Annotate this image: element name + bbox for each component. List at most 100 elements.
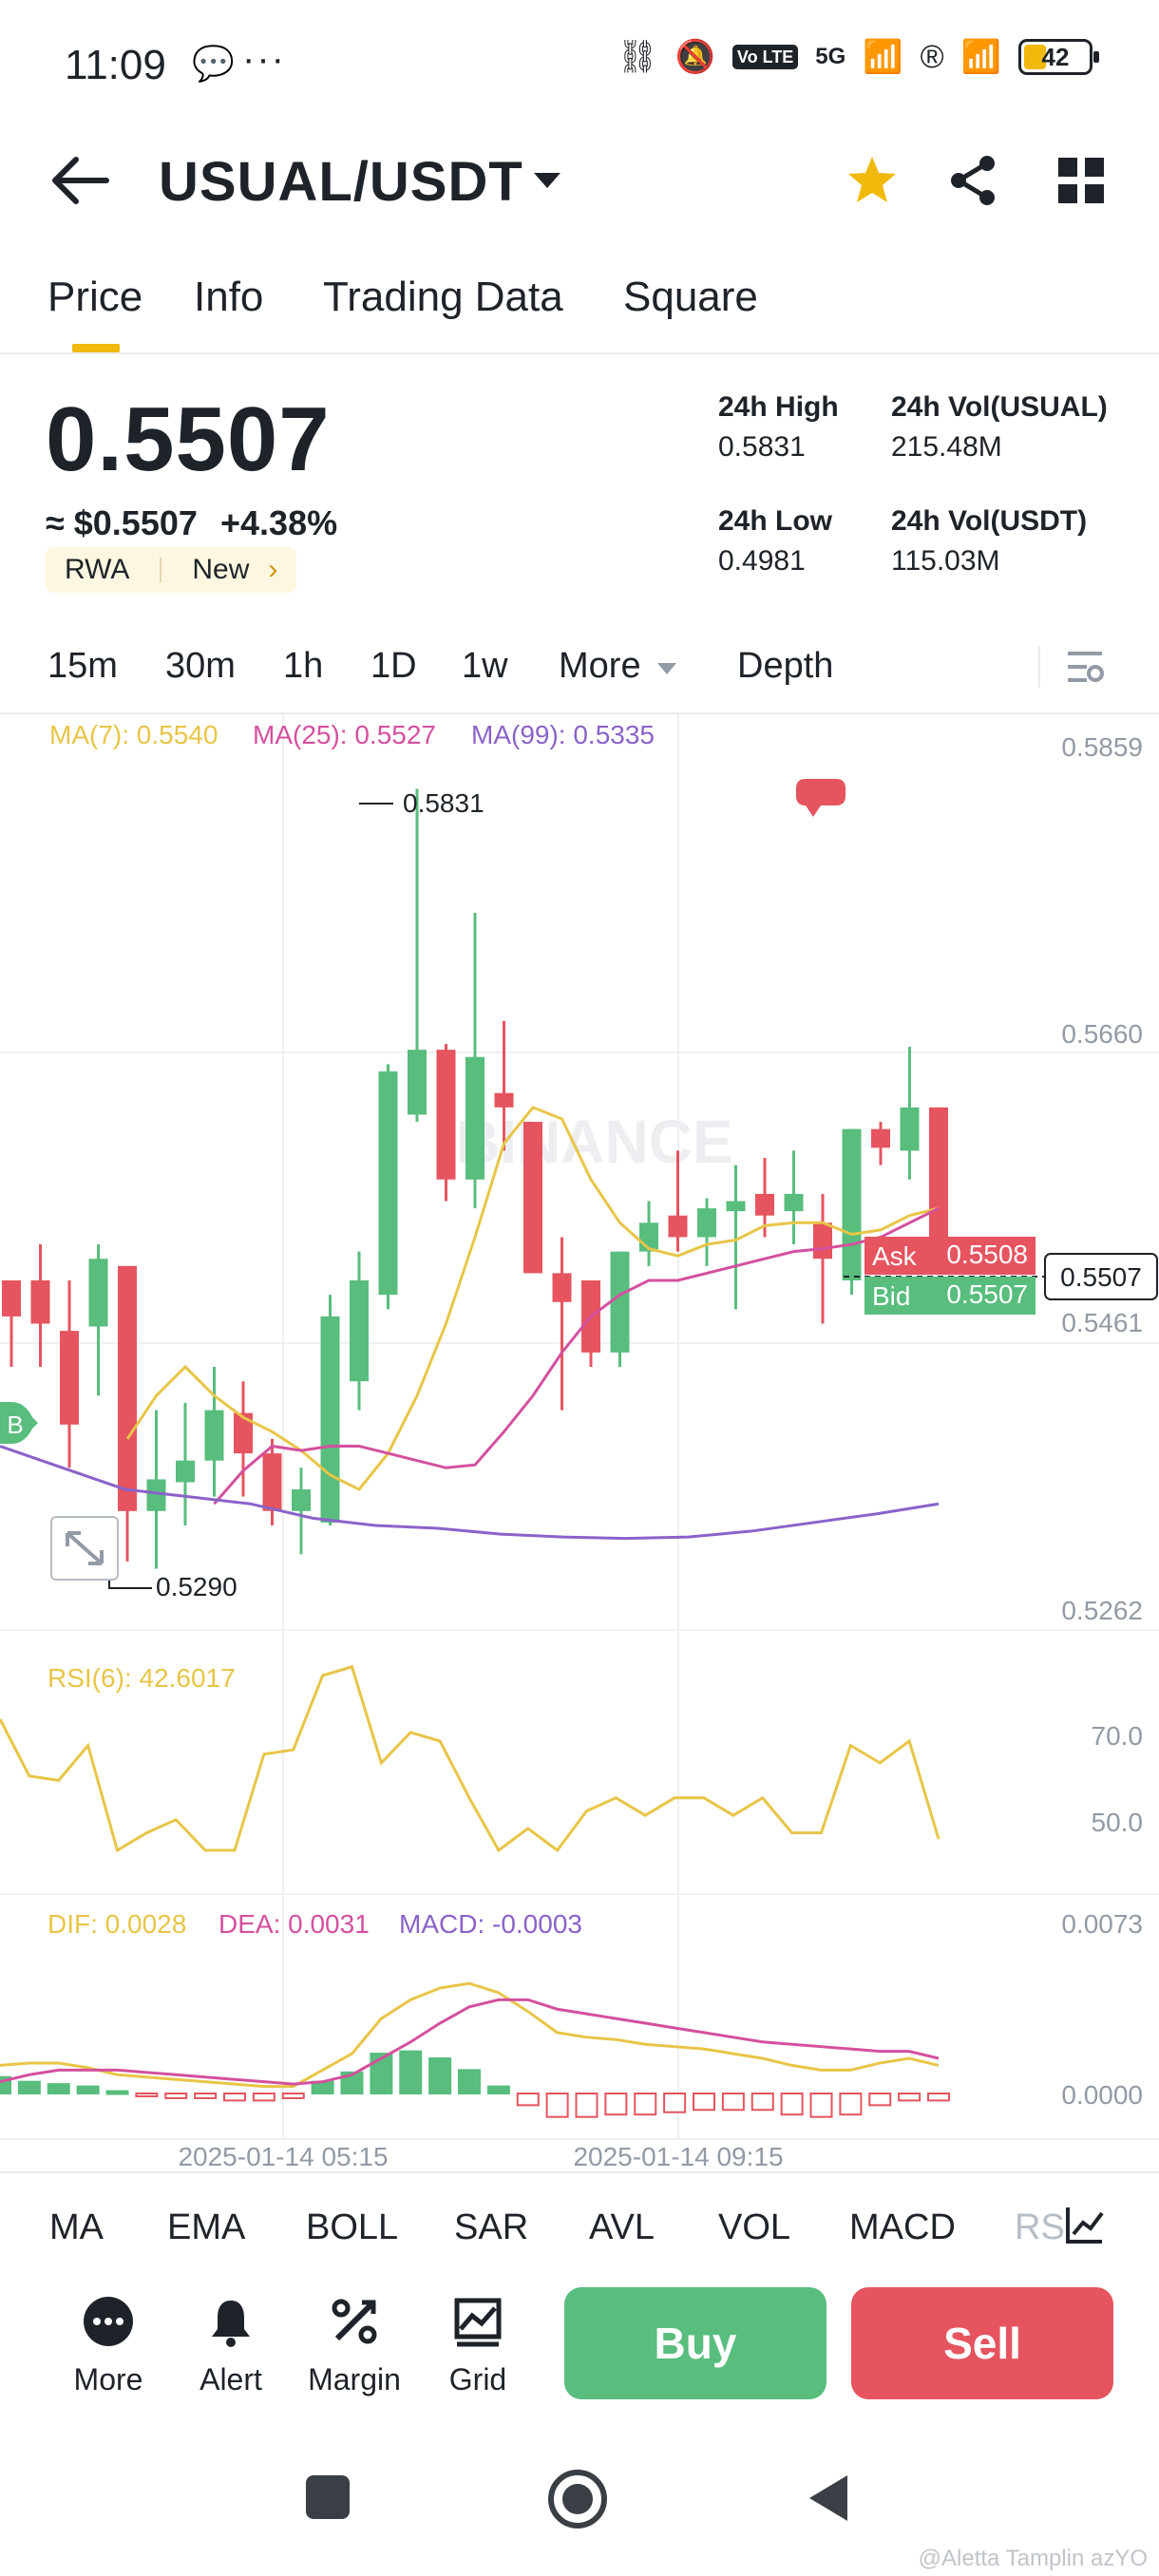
indicator-macd[interactable]: MACD (849, 2207, 956, 2247)
macd-bar (105, 2090, 129, 2095)
mute-bell-icon: 🔕 (674, 39, 715, 75)
grid-action[interactable]: Grid (421, 2295, 535, 2397)
indicator-settings-icon[interactable] (1062, 2202, 1108, 2247)
alert-action[interactable]: Alert (174, 2295, 288, 2397)
indicator-avl[interactable]: AVL (589, 2207, 656, 2247)
buy-button[interactable]: Buy (564, 2287, 826, 2399)
indicator-sar[interactable]: SAR (454, 2207, 529, 2247)
ma7-legend: MA(7): 0.5540 (49, 720, 218, 749)
macd-bar (721, 2093, 745, 2112)
stat-value: 0.5831 (718, 431, 806, 463)
ma25-line (213, 1206, 940, 1506)
rsi-axis-label: 50.0 (1092, 1808, 1144, 1837)
chart-watermark: BINANCE (456, 1108, 733, 1176)
ma25-legend: MA(25): 0.5527 (253, 720, 436, 749)
candle-body (552, 1273, 572, 1302)
candle-body (292, 1489, 311, 1511)
macd-bar (634, 2093, 657, 2116)
margin-action[interactable]: Margin (297, 2295, 411, 2397)
candle-body (494, 1092, 514, 1108)
indicator-bar: MA EMA BOLL SAR AVL VOL MACD RS (0, 2171, 1159, 2287)
interval-1h[interactable]: 1h (283, 646, 324, 686)
candle-body (350, 1279, 369, 1382)
indicator-rsi[interactable]: RS (1015, 2207, 1065, 2247)
candle-body (726, 1201, 746, 1212)
stat-24h-high: 24h High 0.5831 (718, 391, 839, 464)
macd-bar (223, 2093, 246, 2102)
candle-body (176, 1460, 195, 1483)
more-dots-icon (84, 2297, 133, 2346)
indicator-ema[interactable]: EMA (167, 2207, 246, 2247)
network-gen-label: 5G (815, 44, 846, 69)
caret-down-icon[interactable] (528, 161, 566, 199)
margin-percent-icon (332, 2299, 377, 2344)
price-axis-label: 0.5461 (1061, 1308, 1143, 1337)
tab-info[interactable]: Info (194, 274, 264, 320)
pair-title[interactable]: USUAL/USDT (159, 151, 523, 213)
indicator-boll[interactable]: BOLL (306, 2207, 399, 2247)
interval-15m[interactable]: 15m (48, 646, 118, 686)
stat-value: 115.03M (891, 545, 1000, 577)
macd-value-legend: MACD: -0.0003 (399, 1909, 582, 1939)
status-time: 11:09 (65, 42, 166, 88)
expand-chart-button[interactable] (50, 1516, 119, 1581)
indicator-vol[interactable]: VOL (718, 2207, 791, 2247)
macd-bar (663, 2093, 687, 2113)
indicator-ma[interactable]: MA (49, 2207, 104, 2247)
active-tab-indicator (72, 344, 120, 352)
chevron-right-icon: › (268, 554, 278, 585)
macd-bar (839, 2093, 863, 2116)
share-icon[interactable] (944, 152, 1001, 209)
time-axis-label: 2025-01-14 09:15 (573, 2142, 783, 2171)
more-action[interactable]: More (51, 2295, 165, 2397)
home-button[interactable] (546, 2468, 609, 2530)
interval-1w[interactable]: 1w (462, 646, 508, 686)
sell-marker: S (818, 1013, 836, 1043)
candle-body (320, 1316, 340, 1523)
macd-bar (340, 2071, 364, 2095)
macd-dif-legend: DIF: 0.0028 (48, 1909, 186, 1939)
tag-box[interactable]: RWA New › (46, 547, 297, 593)
status-icons: ⛓ 🔕 Vo LTE 5G 📶 ® 📶 42 (617, 38, 1099, 76)
macd-bar (575, 2093, 598, 2118)
rsi-layer (0, 1664, 940, 1853)
candle-body (30, 1279, 50, 1324)
tab-price[interactable]: Price (48, 274, 143, 320)
interval-more[interactable]: More (559, 646, 641, 686)
macd-dea-line (0, 1998, 940, 2086)
price-axis-label: 0.5660 (1061, 1019, 1143, 1049)
sell-button[interactable]: Sell (851, 2287, 1113, 2399)
watermark: @Aletta Tamplin azYO (918, 2546, 1148, 2571)
fiat-price: ≈ $0.5507 (46, 503, 198, 542)
back-arrow-icon[interactable] (48, 152, 114, 209)
bid-label: Bid (872, 1281, 910, 1311)
interval-1d[interactable]: 1D (370, 646, 417, 686)
tab-square[interactable]: Square (623, 274, 758, 320)
chart-settings-icon[interactable] (1064, 646, 1106, 688)
bid-value: 0.5507 (946, 1279, 1028, 1309)
interval-30m[interactable]: 30m (165, 646, 236, 686)
change-percent: +4.38% (220, 503, 338, 542)
candle-body (871, 1128, 890, 1148)
action-bar: More Alert Margin Grid Buy Sell (0, 2280, 1159, 2413)
ma-lines-layer (0, 1106, 940, 1541)
candle-body (204, 1410, 224, 1461)
ask-value: 0.5508 (946, 1240, 1028, 1269)
action-label: Margin (308, 2362, 401, 2396)
candle-body (2, 1279, 21, 1316)
nav-back-button[interactable] (806, 2472, 851, 2525)
status-bar: 11:09 💬 ··· ⛓ 🔕 Vo LTE 5G 📶 ® 📶 42 (0, 0, 1159, 123)
kline-chart[interactable]: BINANCE 0.5831 0.5290 0.5859 0.5660 0.54… (0, 714, 1159, 2171)
recent-apps-button[interactable] (306, 2475, 350, 2519)
candle-body (929, 1107, 948, 1257)
caret-down-icon[interactable] (656, 659, 678, 678)
grid-menu-icon[interactable] (1054, 154, 1108, 207)
ma99-legend: MA(99): 0.5335 (471, 720, 655, 749)
macd-bar (927, 2093, 950, 2102)
favorite-star-icon[interactable] (844, 152, 901, 209)
macd-bar (164, 2093, 188, 2099)
divider (0, 712, 1159, 714)
interval-depth[interactable]: Depth (737, 646, 834, 686)
header: USUAL/USDT (0, 133, 1159, 228)
tab-trading-data[interactable]: Trading Data (323, 274, 563, 320)
